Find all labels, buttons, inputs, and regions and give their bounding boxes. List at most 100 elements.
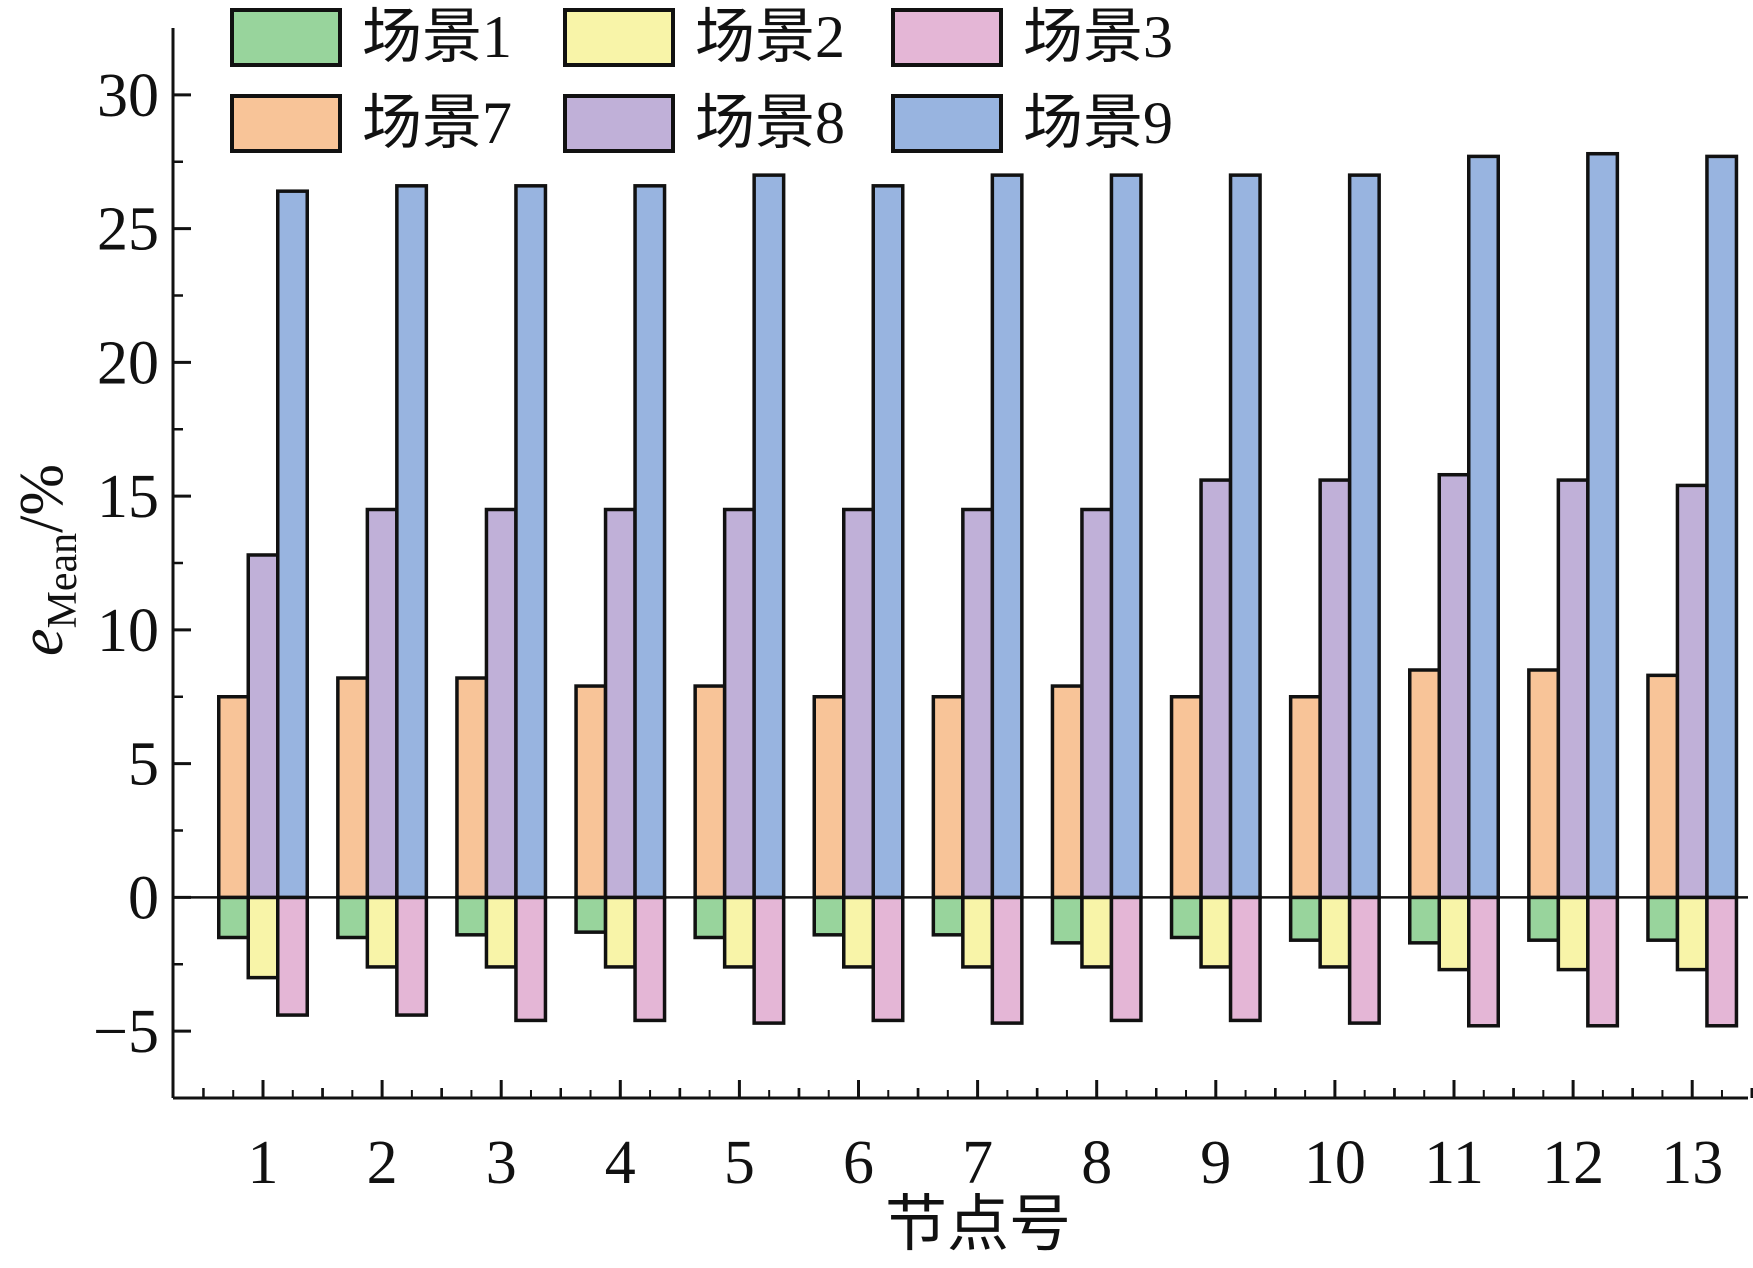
bar-场景8-node-12 xyxy=(1556,478,1590,900)
bar-场景3-node-10 xyxy=(1347,895,1381,1025)
bar-场景8-node-5 xyxy=(722,507,756,900)
bar-场景7-node-4 xyxy=(574,684,608,900)
bar-场景2-node-13 xyxy=(1675,895,1709,972)
bar-场景9-node-5 xyxy=(752,173,786,900)
bar-场景8-node-4 xyxy=(603,507,637,900)
bar-场景3-node-8 xyxy=(1109,895,1143,1023)
bar-场景1-node-5 xyxy=(693,895,727,940)
x-tick-label: 13 xyxy=(1661,1129,1723,1197)
y-axis-title-unit: /% xyxy=(8,464,76,533)
bar-场景7-node-2 xyxy=(336,676,370,900)
legend-swatch xyxy=(563,8,675,67)
x-tick-label: 6 xyxy=(843,1129,874,1197)
bar-场景7-node-7 xyxy=(931,695,965,900)
y-tick-label: 30 xyxy=(97,62,159,130)
legend-swatch xyxy=(563,94,675,153)
y-tick-label: −5 xyxy=(93,998,159,1066)
bar-场景3-node-4 xyxy=(633,895,667,1023)
bar-场景2-node-2 xyxy=(365,895,399,969)
bar-场景3-node-6 xyxy=(871,895,905,1023)
legend-swatch xyxy=(230,8,342,67)
bar-场景2-node-12 xyxy=(1556,895,1590,972)
bar-场景3-node-7 xyxy=(990,895,1024,1025)
bar-场景3-node-11 xyxy=(1467,895,1500,1028)
bar-场景7-node-12 xyxy=(1527,668,1561,900)
bar-场景2-node-3 xyxy=(484,895,518,969)
bar-场景9-node-2 xyxy=(395,184,429,900)
y-tick-label: 25 xyxy=(97,196,159,264)
bar-场景9-node-1 xyxy=(276,189,309,900)
bar-场景2-node-7 xyxy=(961,895,995,969)
x-axis-title: 节点号 xyxy=(885,1191,1071,1259)
bar-场景9-node-10 xyxy=(1347,173,1381,900)
legend: 场景1 场景2 场景3 场景7 场景8 场景9 xyxy=(230,4,1173,156)
x-tick-label: 1 xyxy=(248,1129,279,1197)
legend-label: 场景2 xyxy=(695,4,845,70)
x-tick-label: 10 xyxy=(1304,1129,1366,1197)
legend-label: 场景8 xyxy=(695,90,845,156)
bar-场景8-node-10 xyxy=(1318,478,1352,900)
bar-场景7-node-8 xyxy=(1050,684,1084,900)
x-tick-label: 5 xyxy=(724,1129,755,1197)
x-tick-label: 8 xyxy=(1081,1129,1112,1197)
bar-场景8-node-2 xyxy=(365,507,399,900)
x-tick-label: 9 xyxy=(1200,1129,1231,1197)
bar-场景2-node-5 xyxy=(722,895,756,969)
x-tick-label: 4 xyxy=(605,1129,636,1197)
bar-场景3-node-5 xyxy=(752,895,786,1025)
bar-场景7-node-3 xyxy=(455,676,489,900)
bar-场景1-node-6 xyxy=(812,895,846,937)
x-tick-label: 3 xyxy=(486,1129,517,1197)
bar-场景9-node-7 xyxy=(990,173,1024,900)
bar-场景9-node-9 xyxy=(1228,173,1262,900)
bar-场景3-node-1 xyxy=(276,895,309,1017)
bar-场景3-node-3 xyxy=(514,895,548,1023)
legend-label: 场景3 xyxy=(1023,4,1173,70)
bar-场景8-node-8 xyxy=(1080,507,1114,900)
bar-场景1-node-12 xyxy=(1527,895,1561,942)
y-tick-label: 5 xyxy=(128,731,159,799)
bar-场景8-node-13 xyxy=(1675,483,1709,900)
bar-场景8-node-11 xyxy=(1437,472,1471,900)
y-tick-label: 10 xyxy=(97,597,159,665)
y-tick-label: 15 xyxy=(97,463,159,531)
bar-场景7-node-13 xyxy=(1646,673,1680,900)
x-ticks-group: 1 2 3 4 5 6 7 8 9 10 11 12 13 xyxy=(202,1080,1753,1197)
y-tick-label: 20 xyxy=(97,329,159,397)
bar-场景1-node-8 xyxy=(1050,895,1084,945)
bar-场景2-node-6 xyxy=(842,895,875,969)
bar-场景7-node-6 xyxy=(812,695,846,900)
bar-场景2-node-4 xyxy=(603,895,637,969)
bar-场景2-node-9 xyxy=(1199,895,1233,969)
y-ticks-group: −5 0 5 10 15 20 25 30 xyxy=(93,62,191,1066)
x-tick-label: 12 xyxy=(1542,1129,1604,1197)
bar-场景9-node-8 xyxy=(1109,173,1143,900)
bar-场景2-node-1 xyxy=(246,895,280,980)
bar-场景8-node-7 xyxy=(961,507,995,900)
bar-场景8-node-6 xyxy=(842,507,875,900)
bar-场景1-node-3 xyxy=(455,895,489,937)
legend-swatch xyxy=(230,94,342,153)
bar-场景2-node-10 xyxy=(1318,895,1352,969)
y-tick-label: 0 xyxy=(128,864,159,932)
x-tick-label: 7 xyxy=(962,1129,993,1197)
bar-场景2-node-8 xyxy=(1080,895,1114,969)
bar-场景3-node-9 xyxy=(1228,895,1262,1023)
bar-场景1-node-9 xyxy=(1169,895,1203,940)
bar-场景7-node-1 xyxy=(217,695,250,900)
y-axis-title-main: e xyxy=(8,628,76,656)
bar-场景8-node-9 xyxy=(1199,478,1233,900)
y-axis-title-sub: Mean xyxy=(40,533,86,629)
bar-场景7-node-5 xyxy=(693,684,727,900)
bar-场景7-node-11 xyxy=(1408,668,1441,900)
bar-场景7-node-10 xyxy=(1288,695,1322,900)
x-tick-label: 11 xyxy=(1424,1129,1484,1197)
legend-swatch xyxy=(891,94,1003,153)
legend-label: 场景7 xyxy=(362,90,512,156)
bar-场景9-node-11 xyxy=(1467,154,1500,900)
bar-场景1-node-4 xyxy=(574,895,608,934)
bar-场景1-node-11 xyxy=(1408,895,1441,945)
bar-场景9-node-4 xyxy=(633,184,667,900)
